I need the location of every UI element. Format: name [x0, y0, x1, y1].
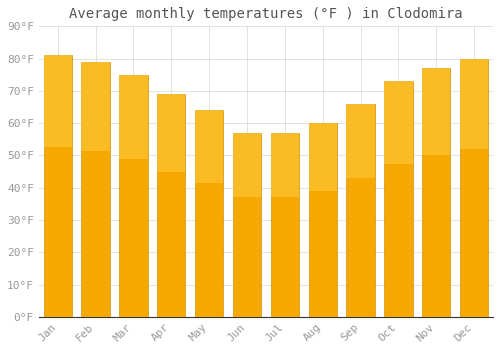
FancyBboxPatch shape [346, 104, 375, 178]
Bar [233, 133, 261, 317]
FancyBboxPatch shape [422, 68, 450, 155]
Bar [270, 133, 299, 317]
Bar [346, 104, 375, 317]
Bar [82, 62, 110, 317]
FancyBboxPatch shape [44, 55, 72, 147]
FancyBboxPatch shape [82, 62, 110, 151]
FancyBboxPatch shape [270, 133, 299, 197]
Bar [157, 94, 186, 317]
FancyBboxPatch shape [157, 94, 186, 172]
FancyBboxPatch shape [119, 75, 148, 160]
Bar [422, 68, 450, 317]
Title: Average monthly temperatures (°F ) in Clodomira: Average monthly temperatures (°F ) in Cl… [69, 7, 462, 21]
Bar [195, 110, 224, 317]
FancyBboxPatch shape [384, 81, 412, 164]
Bar [384, 81, 412, 317]
Bar [44, 55, 72, 317]
FancyBboxPatch shape [233, 133, 261, 197]
Bar [119, 75, 148, 317]
Bar [308, 123, 337, 317]
Bar [460, 58, 488, 317]
FancyBboxPatch shape [308, 123, 337, 191]
FancyBboxPatch shape [460, 58, 488, 149]
FancyBboxPatch shape [195, 110, 224, 182]
